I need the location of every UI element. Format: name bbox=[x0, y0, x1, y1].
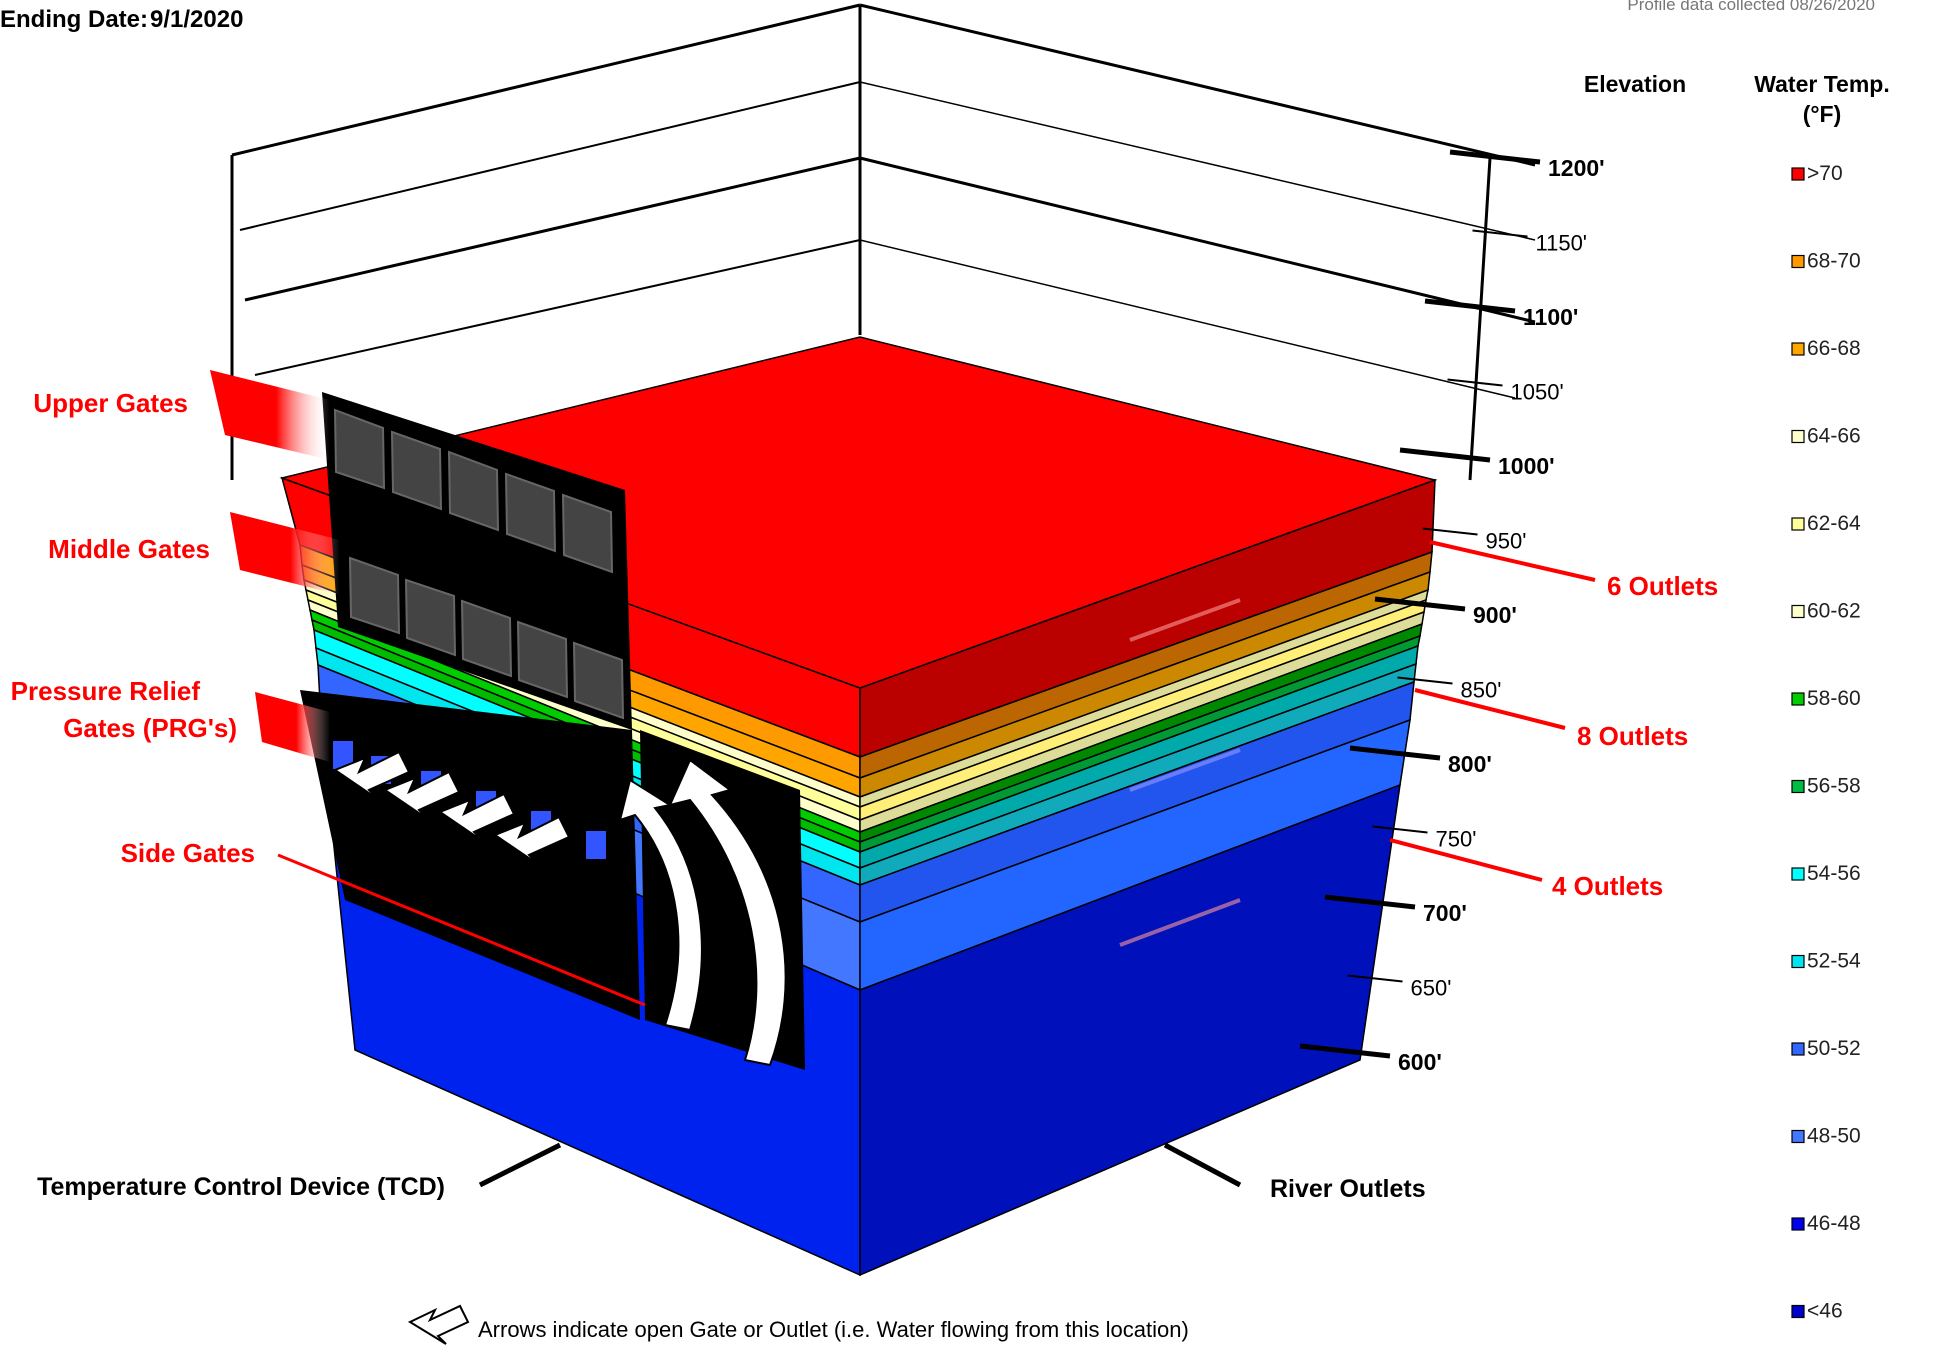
footnote: Arrows indicate open Gate or Outlet (i.e… bbox=[478, 1317, 1189, 1342]
legend-label: 50-52 bbox=[1807, 1037, 1861, 1060]
legend-swatch bbox=[1791, 1129, 1805, 1144]
elevation-label: 600' bbox=[1398, 1049, 1442, 1075]
legend-label: 62-64 bbox=[1807, 512, 1861, 535]
legend-swatch bbox=[1791, 1217, 1805, 1231]
legend-swatch bbox=[1791, 1042, 1805, 1056]
legend-label: 58-60 bbox=[1807, 687, 1861, 710]
elevation-tick bbox=[1399, 447, 1491, 463]
legend-label: 52-54 bbox=[1807, 950, 1861, 973]
elevation-tick bbox=[1447, 378, 1503, 387]
elevation-label: 700' bbox=[1423, 900, 1467, 926]
legend-label: 48-50 bbox=[1807, 1125, 1861, 1148]
legend-swatch bbox=[1791, 692, 1805, 706]
legend-swatch bbox=[1791, 167, 1805, 181]
elevation-label: 1050' bbox=[1511, 380, 1564, 405]
elevation-label: 1100' bbox=[1523, 304, 1578, 330]
elevation-label: 950' bbox=[1486, 529, 1527, 554]
elevation-label: 1150' bbox=[1536, 231, 1588, 256]
legend-swatch bbox=[1791, 1304, 1805, 1319]
legend-label: 66-68 bbox=[1807, 337, 1861, 360]
prg-label-line1: Pressure Relief bbox=[11, 676, 201, 706]
legend-label: 68-70 bbox=[1807, 250, 1861, 273]
elevation-label: 900' bbox=[1473, 602, 1517, 628]
legend-label: 46-48 bbox=[1807, 1212, 1861, 1235]
open-arrow-icon bbox=[407, 1304, 470, 1345]
four-outlets-label: 4 Outlets bbox=[1552, 871, 1663, 901]
legend-label: 64-66 bbox=[1807, 425, 1861, 448]
tcd-face-label: Temperature Control Device (TCD) bbox=[37, 1173, 445, 1201]
middle-gates-label: Middle Gates bbox=[48, 534, 210, 564]
water-temp-header: Water Temp. bbox=[1754, 71, 1889, 97]
legend-swatch bbox=[1791, 342, 1805, 356]
elevation-tick bbox=[1324, 894, 1416, 910]
elevation-tick bbox=[1349, 745, 1441, 761]
elevation-label: 650' bbox=[1411, 976, 1452, 1001]
legend-label: 60-62 bbox=[1807, 600, 1861, 623]
wireframe-box bbox=[230, 3, 1536, 481]
elevation-tick bbox=[1422, 527, 1478, 536]
elevation-tick bbox=[1472, 229, 1528, 238]
elevation-tick bbox=[1347, 974, 1403, 983]
legend-swatch bbox=[1791, 867, 1805, 881]
legend-swatch bbox=[1791, 429, 1805, 444]
elevation-tick bbox=[1374, 596, 1466, 612]
elevation-tick bbox=[1397, 676, 1453, 685]
side-gates-label: Side Gates bbox=[121, 838, 255, 868]
elevation-label: 1000' bbox=[1498, 453, 1555, 479]
elevation-label: 750' bbox=[1436, 827, 1477, 852]
legend-swatch bbox=[1791, 779, 1805, 794]
elevation-tick bbox=[1299, 1043, 1391, 1059]
right-face bbox=[859, 478, 1436, 1277]
elevation-axis: 1200' 1150' 1100' 1050' 1000' 950' 900' 850' 800… bbox=[1299, 149, 1605, 1075]
eight-outlets-label: 8 Outlets bbox=[1577, 721, 1688, 751]
elevation-tick bbox=[1424, 298, 1516, 314]
legend-swatch bbox=[1791, 254, 1805, 269]
legend-label: <46 bbox=[1807, 1300, 1843, 1323]
legend-label: 56-58 bbox=[1807, 775, 1861, 798]
temperature-legend: >70 68-70 66-68 64-66 62-64 60-62 58-60 56-58 54… bbox=[1791, 162, 1861, 1323]
elevation-label: 850' bbox=[1461, 678, 1502, 703]
ending-date-label: Ending Date: bbox=[0, 6, 148, 33]
legend-label: 54-56 bbox=[1807, 862, 1861, 885]
six-outlets-label: 6 Outlets bbox=[1607, 571, 1718, 601]
upper-gates-label: Upper Gates bbox=[33, 388, 188, 418]
elevation-header: Elevation bbox=[1584, 71, 1686, 97]
elevation-label: 1200' bbox=[1548, 155, 1605, 181]
river-outlets-face-label: River Outlets bbox=[1270, 1175, 1426, 1203]
elevation-label: 800' bbox=[1448, 751, 1492, 777]
gate-banners bbox=[210, 370, 646, 1007]
prg-label-line2: Gates (PRG's) bbox=[63, 713, 237, 743]
elevation-tick bbox=[1449, 149, 1541, 165]
top-face bbox=[279, 336, 1438, 689]
elevation-tick bbox=[1372, 825, 1428, 834]
outlet-lines bbox=[1389, 540, 1596, 882]
legend-swatch bbox=[1791, 604, 1805, 619]
legend-label: >70 bbox=[1807, 162, 1843, 185]
legend-swatch bbox=[1791, 517, 1805, 531]
profile-note: Profile data collected 08/26/2020 bbox=[1627, 0, 1875, 14]
ending-date-value: 9/1/2020 bbox=[150, 6, 243, 33]
water-temp-unit: (°F) bbox=[1803, 101, 1842, 127]
legend-swatch bbox=[1791, 954, 1805, 969]
open-gate-arrows bbox=[332, 750, 787, 1067]
